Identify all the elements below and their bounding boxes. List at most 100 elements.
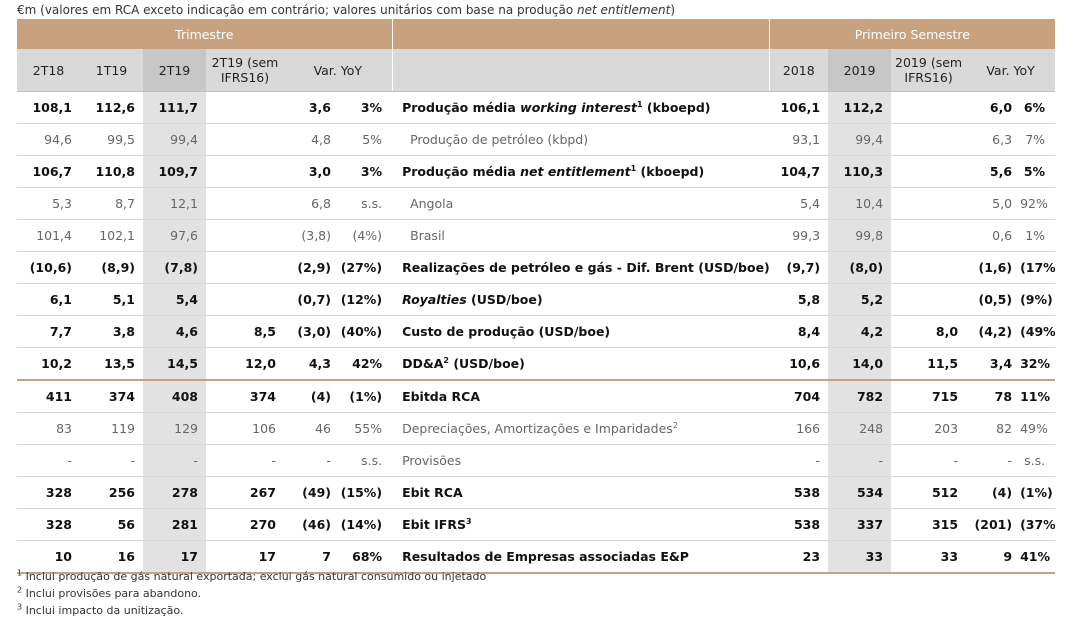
cell-q-3: -: [206, 444, 284, 477]
cell-q-3: [206, 91, 284, 124]
cell-q-0: (10,6): [17, 251, 80, 284]
cell-q-5: (14%): [339, 508, 393, 541]
cell-q-3: 270: [206, 508, 284, 541]
cell-q-3: 8,5: [206, 315, 284, 348]
table-row: 7,7 3,8 4,6 8,5 (3,0) (40%) Custo de produção …: [17, 315, 1056, 348]
cell-q-0: 101,4: [17, 219, 80, 252]
cell-q-1: 112,6: [80, 91, 143, 124]
row-label: Brasil: [392, 219, 770, 252]
cell-q-3: 106: [206, 412, 284, 445]
financial-table: Trimestre Primeiro Semestre 2T18 1T19 2T…: [17, 19, 1056, 574]
cell-s-3: (4,2): [966, 315, 1021, 348]
cell-s-4: (1%): [1020, 476, 1056, 509]
cell-q-2: 12,1: [143, 187, 206, 220]
cell-q-0: 7,7: [17, 315, 80, 348]
table-row: 10,2 13,5 14,5 12,0 4,3 42% DD&A2 (USD/boe) 10,…: [17, 347, 1056, 381]
cell-s-3: 5,0: [966, 187, 1021, 220]
row-label: Produção de petróleo (kbpd): [392, 123, 770, 156]
cell-s-4: 5%: [1020, 155, 1056, 188]
cell-s-3: 0,6: [966, 219, 1021, 252]
cell-s-1: 14,0: [828, 347, 892, 381]
cell-q-4: (49): [284, 476, 339, 509]
table-row: 411 374 408 374 (4) (1%) Ebitda RCA 704 782 715 78…: [17, 380, 1056, 413]
cell-s-3: -: [966, 444, 1021, 477]
cell-s-2: [891, 219, 967, 252]
cell-q-0: 328: [17, 476, 80, 509]
header-group-row: Trimestre Primeiro Semestre: [17, 19, 1056, 49]
row-label: Depreciações, Amortizações e Imparidades…: [392, 412, 770, 445]
cell-s-3: 6,0: [966, 91, 1021, 124]
cell-q-4: 4,8: [284, 123, 339, 156]
cell-q-3: 12,0: [206, 347, 284, 381]
cell-s-1: 10,4: [828, 187, 892, 220]
row-label: Royalties (USD/boe): [392, 283, 770, 316]
col-label-blank: [392, 49, 770, 92]
cell-q-1: 8,7: [80, 187, 143, 220]
cell-q-2: 17: [143, 540, 206, 574]
cell-s-4: s.s.: [1020, 444, 1056, 477]
footnote-2: 2 Inclui provisões para abandono.: [17, 585, 202, 600]
cell-s-3: (1,6): [966, 251, 1021, 284]
cell-s-2: [891, 123, 967, 156]
table-row: 10 16 17 17 7 68% Resultados de Empresas assoc…: [17, 540, 1056, 574]
cell-s-2: 203: [891, 412, 967, 445]
table-row: 328 256 278 267 (49) (15%) Ebit RCA 538 534 512 (4…: [17, 476, 1056, 509]
cell-s-0: 104,7: [769, 155, 829, 188]
cell-q-1: (8,9): [80, 251, 143, 284]
row-label: DD&A2 (USD/boe): [392, 347, 770, 381]
cell-s-1: 534: [828, 476, 892, 509]
cell-s-2: 315: [891, 508, 967, 541]
cell-q-3: [206, 123, 284, 156]
col-2019: 2019: [828, 49, 892, 92]
cell-q-0: 10: [17, 540, 80, 574]
footnotes: 1 Inclui produção de gás natural exporta…: [17, 568, 486, 619]
header-semestre: Primeiro Semestre: [769, 19, 1056, 49]
cell-q-5: (40%): [339, 315, 393, 348]
table-row: 108,1 112,6 111,7 3,6 3% Produção média worki…: [17, 91, 1056, 124]
cell-s-1: 110,3: [828, 155, 892, 188]
cell-q-2: 14,5: [143, 347, 206, 381]
cell-q-3: [206, 251, 284, 284]
cell-s-1: 782: [828, 380, 892, 413]
row-label: Custo de produção (USD/boe): [392, 315, 770, 348]
header-blank: [392, 19, 770, 49]
cell-q-3: [206, 219, 284, 252]
cell-q-1: 374: [80, 380, 143, 413]
cell-s-2: [891, 187, 967, 220]
row-label: Ebitda RCA: [392, 380, 770, 413]
cell-s-4: 7%: [1020, 123, 1056, 156]
cell-q-2: 408: [143, 380, 206, 413]
cell-q-5: (4%): [339, 219, 393, 252]
cell-s-4: (9%): [1020, 283, 1056, 316]
table-row: 106,7 110,8 109,7 3,0 3% Produção média net e…: [17, 155, 1056, 188]
cell-s-2: [891, 283, 967, 316]
cell-s-3: (0,5): [966, 283, 1021, 316]
cell-q-3: 374: [206, 380, 284, 413]
cell-q-5: 5%: [339, 123, 393, 156]
cell-s-4: 6%: [1020, 91, 1056, 124]
cell-q-0: 5,3: [17, 187, 80, 220]
cell-q-1: -: [80, 444, 143, 477]
cell-q-2: (7,8): [143, 251, 206, 284]
cell-q-4: (3,0): [284, 315, 339, 348]
cell-q-2: 109,7: [143, 155, 206, 188]
col-var-yoy-s: Var. YoY: [966, 49, 1056, 92]
cell-q-1: 256: [80, 476, 143, 509]
cell-s-1: 99,8: [828, 219, 892, 252]
cell-q-1: 13,5: [80, 347, 143, 381]
cell-s-4: (49%): [1020, 315, 1056, 348]
cell-q-1: 56: [80, 508, 143, 541]
col-var-yoy-q: Var. YoY: [284, 49, 393, 92]
cell-q-2: 97,6: [143, 219, 206, 252]
table-row: 94,6 99,5 99,4 4,8 5% Produção de petróleo (k…: [17, 123, 1056, 156]
cell-q-4: (46): [284, 508, 339, 541]
table-row: 101,4 102,1 97,6 (3,8) (4%) Brasil 99,3 99,8 0,6…: [17, 219, 1056, 252]
cell-s-0: 93,1: [769, 123, 829, 156]
cell-s-1: 99,4: [828, 123, 892, 156]
cell-q-4: (4): [284, 380, 339, 413]
cell-q-1: 119: [80, 412, 143, 445]
cell-q-0: 106,7: [17, 155, 80, 188]
cell-q-5: 55%: [339, 412, 393, 445]
cell-s-3: 3,4: [966, 347, 1021, 381]
cell-q-1: 5,1: [80, 283, 143, 316]
